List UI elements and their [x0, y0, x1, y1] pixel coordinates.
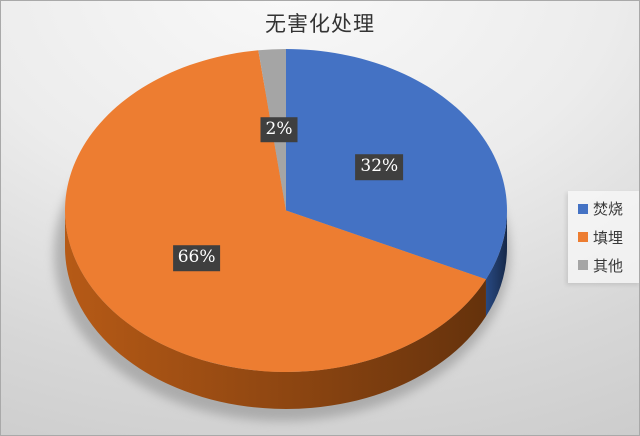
- legend-swatch-icon: [578, 203, 588, 214]
- data-label-0: 32%: [355, 154, 404, 180]
- data-label-2: 2%: [260, 117, 298, 143]
- data-label-1: 66%: [172, 245, 221, 271]
- legend: 焚烧 填埋 其他: [568, 191, 639, 283]
- legend-item-landfill: 填埋: [578, 227, 639, 248]
- legend-label: 填埋: [593, 228, 624, 247]
- legend-item-incineration: 焚烧: [578, 198, 639, 219]
- legend-swatch-icon: [578, 232, 588, 242]
- legend-label: 其他: [593, 256, 624, 275]
- pie-slice-1: [64, 50, 486, 373]
- legend-item-other: 其他: [578, 255, 639, 276]
- pie-slice-side-0: [485, 210, 507, 317]
- legend-label: 焚烧: [593, 200, 624, 219]
- pie-slice-side-1: [65, 210, 486, 410]
- chart-title: 无害化处理: [265, 12, 375, 36]
- legend-swatch-icon: [578, 260, 588, 271]
